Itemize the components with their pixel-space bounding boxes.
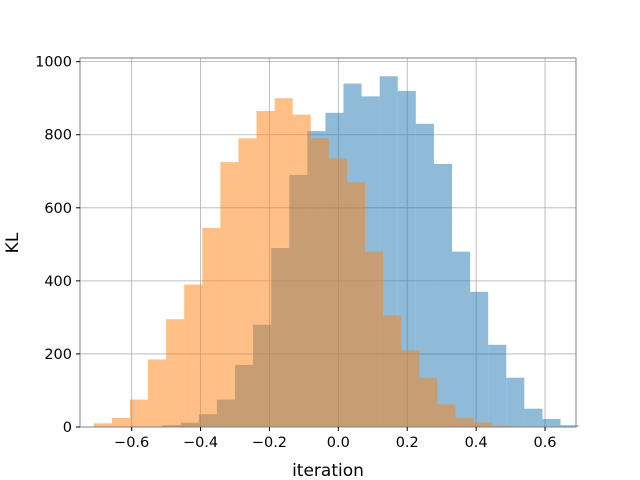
y-tick-label-5: 1000 [35, 55, 72, 71]
series-1-bar-10 [274, 98, 293, 428]
series-1-bar-3 [148, 359, 167, 427]
x-axis-label: iteration [292, 461, 364, 480]
y-tick-label-3: 600 [44, 201, 72, 217]
x-tick-label-6: 0.6 [533, 435, 556, 451]
ticks-layer: −0.6 −0.4 −0.2 0.0 0.2 0.4 0.6 0 200 400 600 800 100… [35, 55, 556, 451]
series-1-bar-16 [383, 315, 402, 427]
series-0-bar-21 [542, 418, 561, 427]
series-0-bar-17 [470, 291, 489, 427]
y-tick-label-2: 400 [44, 274, 72, 290]
series-0-bar-22 [560, 425, 579, 427]
series-1-bar-21 [473, 422, 492, 427]
series-1-bar-20 [455, 417, 474, 427]
series-1-bar-22 [491, 425, 510, 427]
series-1-bar-17 [401, 350, 420, 427]
x-tick-label-0: −0.6 [114, 435, 149, 451]
series-1-bar-8 [238, 138, 257, 428]
series-0-bar-15 [433, 163, 452, 427]
y-tick-label-4: 800 [44, 128, 72, 144]
series-1-bar-13 [328, 158, 347, 428]
series-0-bar-19 [506, 377, 525, 427]
x-tick-label-3: 0.0 [327, 435, 350, 451]
y-tick-label-1: 200 [44, 347, 72, 363]
bars-layer [93, 76, 579, 428]
series-1-bar-11 [292, 114, 311, 427]
series-1-bar-18 [419, 377, 438, 427]
y-tick-label-0: 0 [63, 420, 72, 436]
series-1-bar-2 [129, 399, 149, 427]
series-1-bar-6 [202, 227, 221, 427]
x-tick-label-2: −0.2 [252, 435, 287, 451]
series-0-bar-18 [488, 344, 507, 427]
series-0-bar-14 [415, 123, 434, 427]
series-1-bar-14 [346, 182, 366, 427]
x-tick-label-4: 0.2 [396, 435, 419, 451]
series-1-bar-12 [310, 138, 329, 428]
plot-frame [79, 57, 577, 428]
series-1-bar-4 [166, 319, 185, 427]
series-1-bar-15 [365, 251, 384, 427]
x-tick-label-5: 0.4 [465, 435, 488, 451]
series-1-bar-5 [184, 284, 203, 427]
x-tick-label-1: −0.4 [183, 435, 218, 451]
series-0-bar-20 [524, 408, 543, 427]
series-0-bar-13 [397, 90, 416, 427]
series-0-bar-16 [452, 251, 471, 427]
series-1-bar-0 [93, 423, 112, 427]
series-1-bar-9 [256, 110, 275, 427]
y-axis-label: KL [3, 232, 23, 253]
series-1-bar-19 [437, 404, 456, 427]
series-1-bar-1 [111, 417, 130, 427]
series-1-bar-7 [220, 162, 239, 427]
